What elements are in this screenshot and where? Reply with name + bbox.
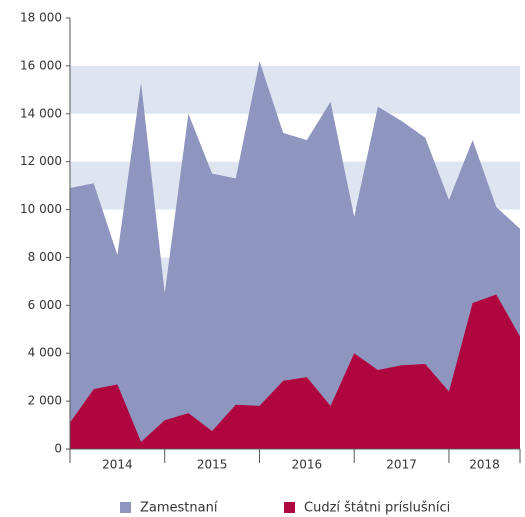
area bbox=[70, 61, 520, 449]
y-tick-label: 6 000 bbox=[28, 298, 62, 312]
legend-label: Zamestnaní bbox=[140, 501, 218, 516]
y-tick-label: 14 000 bbox=[20, 106, 62, 120]
x-tick-label: 2016 bbox=[292, 458, 323, 472]
y-tick-label: 10 000 bbox=[20, 202, 62, 216]
y-tick-label: 12 000 bbox=[20, 154, 62, 168]
area bbox=[70, 294, 520, 449]
x-tick-label: 2015 bbox=[197, 458, 228, 472]
y-tick-label: 8 000 bbox=[28, 250, 62, 264]
x-tick-label: 2017 bbox=[386, 458, 417, 472]
legend-swatch bbox=[120, 502, 131, 513]
y-tick-label: 0 bbox=[54, 442, 62, 456]
y-tick-label: 18 000 bbox=[20, 11, 62, 25]
x-tick-label: 2018 bbox=[469, 458, 500, 472]
x-tick-label: 2014 bbox=[102, 458, 133, 472]
legend-label: Cudzí štátni príslušníci bbox=[304, 501, 450, 516]
legend-swatch bbox=[284, 502, 295, 513]
grid-band bbox=[70, 65, 520, 114]
y-tick-label: 16 000 bbox=[20, 58, 62, 72]
y-tick-label: 4 000 bbox=[28, 346, 62, 360]
y-tick-label: 2 000 bbox=[28, 394, 62, 408]
